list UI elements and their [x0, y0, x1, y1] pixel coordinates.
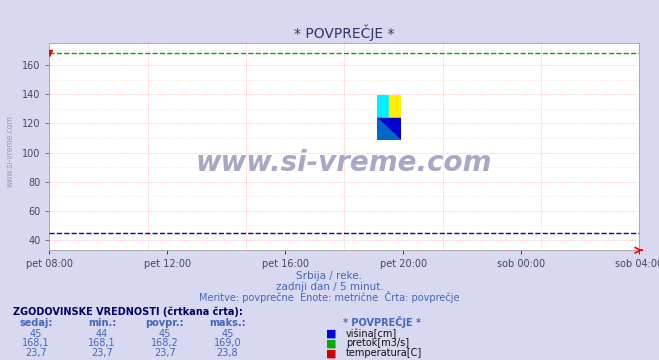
Text: 45: 45	[221, 329, 233, 339]
Text: 168,2: 168,2	[151, 338, 179, 348]
Text: pretok[m3/s]: pretok[m3/s]	[346, 338, 409, 348]
Text: sedaj:: sedaj:	[20, 318, 53, 328]
Text: 168,1: 168,1	[88, 338, 116, 348]
Polygon shape	[377, 118, 401, 140]
Text: 45: 45	[30, 329, 42, 339]
Text: 44: 44	[96, 329, 108, 339]
Title: * POVPREČJE *: * POVPREČJE *	[294, 24, 395, 41]
Text: višina[cm]: višina[cm]	[346, 328, 397, 339]
Bar	[389, 95, 401, 118]
Text: temperatura[C]: temperatura[C]	[346, 348, 422, 359]
Text: min.:: min.:	[88, 318, 116, 328]
Text: ZGODOVINSKE VREDNOSTI (črtkana črta):: ZGODOVINSKE VREDNOSTI (črtkana črta):	[13, 306, 243, 317]
Text: Meritve: povprečne  Enote: metrične  Črta: povprečje: Meritve: povprečne Enote: metrične Črta:…	[199, 291, 460, 303]
Text: ■: ■	[326, 338, 337, 348]
Text: ■: ■	[326, 348, 337, 359]
Text: ■: ■	[326, 329, 337, 339]
Bar	[377, 95, 389, 118]
Text: * POVPREČJE *: * POVPREČJE *	[343, 316, 420, 328]
Text: maks.:: maks.:	[209, 318, 246, 328]
Text: www.si-vreme.com: www.si-vreme.com	[196, 149, 492, 177]
Text: zadnji dan / 5 minut.: zadnji dan / 5 minut.	[275, 282, 384, 292]
Text: 23,7: 23,7	[91, 348, 113, 359]
Text: 169,0: 169,0	[214, 338, 241, 348]
Text: 23,8: 23,8	[217, 348, 238, 359]
Text: 45: 45	[159, 329, 171, 339]
Text: 168,1: 168,1	[22, 338, 50, 348]
Bar	[377, 118, 401, 140]
Text: 23,7: 23,7	[154, 348, 176, 359]
Text: www.si-vreme.com: www.si-vreme.com	[5, 115, 14, 187]
Text: Srbija / reke.: Srbija / reke.	[297, 271, 362, 281]
Text: 23,7: 23,7	[25, 348, 47, 359]
Text: povpr.:: povpr.:	[146, 318, 184, 328]
